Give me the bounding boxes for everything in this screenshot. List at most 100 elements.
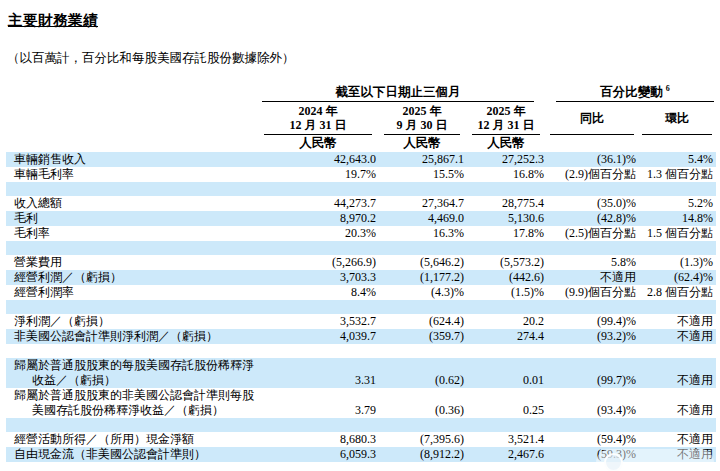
watermark-logo-icon — [604, 453, 623, 471]
watermark — [596, 449, 714, 471]
value-2025-12-31: 16.8% — [466, 167, 546, 182]
table-body: 車輛銷售收入42,643.025,867.127,252.3(36.1)%5.4… — [6, 152, 716, 462]
column-header-row: 2024 年12 月 31 日 2025 年9 月 30 日 2025 年12 … — [6, 102, 716, 135]
table-row: 收入總額44,273.727,364.728,775.4(35.0)%5.2% — [6, 196, 716, 211]
empty-label-cell — [6, 102, 258, 135]
value-qoq: 不適用 — [638, 314, 716, 329]
date-line1: 2025 年 — [403, 104, 442, 118]
date-line1: 2024 年 — [299, 104, 338, 118]
change-group-header-cell: 百分比變動 6 — [546, 80, 716, 102]
value-qoq: 1.5 個百分點 — [638, 226, 716, 241]
date-line2: 12 月 31 日 — [290, 118, 347, 132]
spacer-cell — [6, 182, 716, 196]
spacer-row — [6, 300, 716, 314]
row-label: 經營利潤／（虧損） — [6, 270, 258, 285]
row-label: 自由現金流（非美國公認會計準則） — [6, 447, 258, 462]
currency-label: 人民幣 — [466, 135, 546, 152]
table-row: 歸屬於普通股股東的每股美國存託股份稀釋淨 收益／（虧損）3.31(0.62)0.… — [6, 358, 716, 388]
table-row: 車輛毛利率19.7%15.5%16.8%(2.9)個百分點1.3 個百分點 — [6, 167, 716, 182]
value-yoy: (36.1)% — [546, 152, 638, 167]
value-2024-12-31: 8,680.3 — [258, 432, 378, 447]
value-2025-09-30: 16.3% — [378, 226, 466, 241]
value-yoy: (93.2)% — [546, 329, 638, 344]
period-group-header: 截至以下日期止三個月 — [262, 84, 534, 102]
row-label: 毛利 — [6, 211, 258, 226]
value-qoq: 不適用 — [638, 329, 716, 344]
value-2025-12-31: 0.25 — [466, 388, 546, 418]
date-line2: 12 月 31 日 — [478, 118, 535, 132]
change-group-label: 百分比變動 — [600, 85, 663, 99]
value-2024-12-31: 8.4% — [258, 285, 378, 300]
value-2025-12-31: (1.5)% — [466, 285, 546, 300]
value-2025-12-31: 3,521.4 — [466, 432, 546, 447]
value-2024-12-31: 3,703.3 — [258, 270, 378, 285]
page-subtitle: （以百萬計，百分比和每股美國存託股份數據除外） — [7, 50, 720, 67]
table-row: 營業費用(5,266.9)(5,646.2)(5,573.2)5.8%(1.3)… — [6, 255, 716, 270]
row-label: 車輛毛利率 — [6, 167, 258, 182]
row-label: 收入總額 — [6, 196, 258, 211]
value-2025-09-30: (0.62) — [378, 358, 466, 388]
column-header-2024-12-31: 2024 年12 月 31 日 — [258, 102, 378, 135]
empty-corner-cell — [6, 80, 258, 102]
value-yoy: 5.8% — [546, 255, 638, 270]
value-2024-12-31: 19.7% — [258, 167, 378, 182]
table-row: 非美國公認會計準則淨利潤／（虧損）4,039.7(359.7)274.4(93.… — [6, 329, 716, 344]
value-qoq: 5.4% — [638, 152, 716, 167]
row-label: 車輛銷售收入 — [6, 152, 258, 167]
value-yoy: (59.4)% — [546, 432, 638, 447]
table-row: 經營利潤／（虧損）3,703.3(1,177.2)(442.6)不適用(62.4… — [6, 270, 716, 285]
date-line2: 9 月 30 日 — [397, 118, 448, 132]
value-2024-12-31: 8,970.2 — [258, 211, 378, 226]
value-2025-12-31: 0.01 — [466, 358, 546, 388]
spacer-cell — [6, 344, 716, 358]
value-2025-09-30: (1,177.2) — [378, 270, 466, 285]
currency-label: 人民幣 — [258, 135, 378, 152]
value-yoy: (99.7)% — [546, 358, 638, 388]
row-label: 淨利潤／（虧損） — [6, 314, 258, 329]
value-2025-09-30: 4,469.0 — [378, 211, 466, 226]
value-2025-12-31: (5,573.2) — [466, 255, 546, 270]
spacer-cell — [6, 241, 716, 255]
value-qoq: 1.3 個百分點 — [638, 167, 716, 182]
table-row: 淨利潤／（虧損）3,532.7(624.4)20.2(99.4)%不適用 — [6, 314, 716, 329]
period-group-header-cell: 截至以下日期止三個月 — [258, 80, 546, 102]
column-header-qoq: 環比 — [638, 102, 716, 135]
empty-label-cell — [6, 135, 258, 152]
value-yoy: (2.5)個百分點 — [546, 226, 638, 241]
value-2025-12-31: 274.4 — [466, 329, 546, 344]
value-2025-12-31: 5,130.6 — [466, 211, 546, 226]
spacer-cell — [6, 418, 716, 432]
value-qoq: 14.8% — [638, 211, 716, 226]
value-2024-12-31: 3.31 — [258, 358, 378, 388]
spacer-row — [6, 344, 716, 358]
value-2024-12-31: 20.3% — [258, 226, 378, 241]
row-label: 營業費用 — [6, 255, 258, 270]
footnote-marker: 6 — [666, 84, 670, 93]
value-2024-12-31: 42,643.0 — [258, 152, 378, 167]
column-header-2025-09-30: 2025 年9 月 30 日 — [378, 102, 466, 135]
column-header-yoy: 同比 — [546, 102, 638, 135]
financial-results-page: 主要財務業績 （以百萬計，百分比和每股美國存託股份數據除外） 截至以下日期止三個… — [0, 11, 720, 471]
value-2025-09-30: (624.4) — [378, 314, 466, 329]
group-header-row: 截至以下日期止三個月 百分比變動 6 — [6, 80, 716, 102]
table-row: 經營活動所得／（所用）現金淨額8,680.3(7,395.6)3,521.4(5… — [6, 432, 716, 447]
value-2025-12-31: 20.2 — [466, 314, 546, 329]
date-line1: 2025 年 — [487, 104, 526, 118]
table-row: 歸屬於普通股股東的非美國公認會計準則每股 美國存託股份稀釋淨收益／（虧損）3.7… — [6, 388, 716, 418]
row-label: 毛利率 — [6, 226, 258, 241]
value-2024-12-31: 4,039.7 — [258, 329, 378, 344]
value-2025-12-31: 17.8% — [466, 226, 546, 241]
value-2025-12-31: 28,775.4 — [466, 196, 546, 211]
row-label: 歸屬於普通股股東的每股美國存託股份稀釋淨 收益／（虧損） — [6, 358, 258, 388]
value-yoy: (93.4)% — [546, 388, 638, 418]
value-qoq: 不適用 — [638, 358, 716, 388]
row-label: 經營活動所得／（所用）現金淨額 — [6, 432, 258, 447]
page-title: 主要財務業績 — [8, 11, 720, 30]
value-qoq: 5.2% — [638, 196, 716, 211]
table-row: 車輛銷售收入42,643.025,867.127,252.3(36.1)%5.4… — [6, 152, 716, 167]
value-2025-09-30: (359.7) — [378, 329, 466, 344]
row-label: 經營利潤率 — [6, 285, 258, 300]
period-group-label: 截至以下日期止三個月 — [336, 85, 461, 99]
value-2025-12-31: 2,467.6 — [466, 447, 546, 462]
value-qoq: 不適用 — [638, 432, 716, 447]
